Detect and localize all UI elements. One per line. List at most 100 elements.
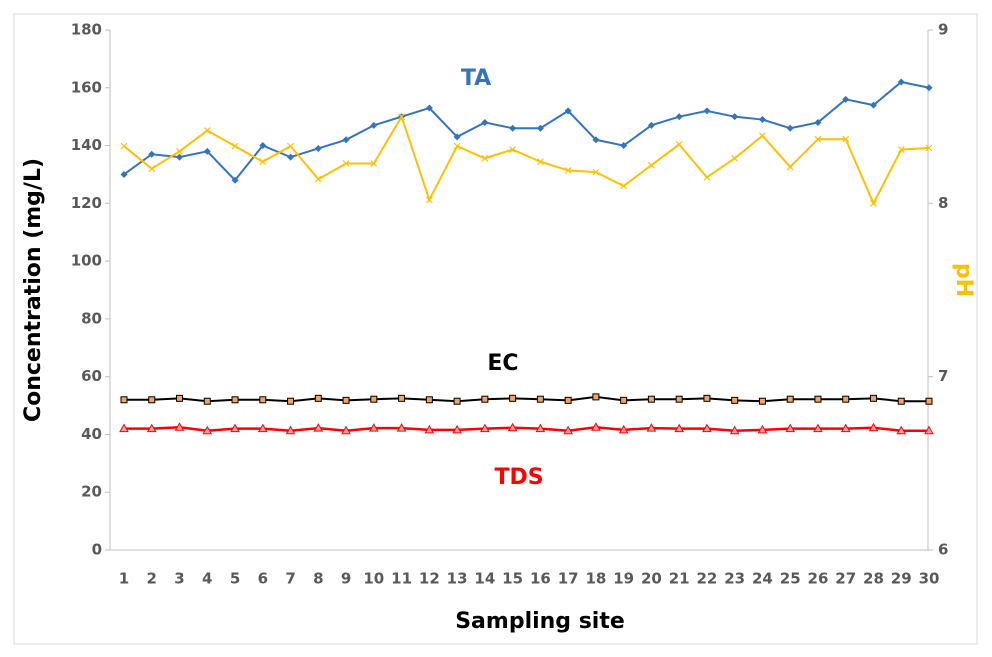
marker <box>897 146 905 154</box>
x-tick-label: 26 <box>808 570 829 588</box>
marker <box>481 154 489 162</box>
marker <box>620 182 628 190</box>
series-label: TDS <box>494 465 543 490</box>
x-tick-label: 12 <box>419 570 440 588</box>
x-tick-label: 17 <box>558 570 579 588</box>
marker <box>425 196 433 204</box>
y2-tick-label: 7 <box>938 367 948 385</box>
y-tick-label: 40 <box>81 425 102 443</box>
series-line <box>123 114 930 206</box>
x-tick-label: 10 <box>363 570 384 588</box>
y2-tick-label: 8 <box>938 194 948 212</box>
marker <box>231 396 239 404</box>
marker <box>618 424 629 434</box>
marker <box>257 423 268 433</box>
marker <box>647 395 655 403</box>
marker <box>564 166 572 174</box>
marker <box>231 142 239 150</box>
marker <box>786 124 794 132</box>
marker <box>620 396 628 404</box>
marker <box>814 395 822 403</box>
marker <box>176 153 184 161</box>
x-tick-label: 6 <box>258 570 268 588</box>
marker <box>840 423 851 433</box>
marker <box>509 394 517 402</box>
y-tick-label: 100 <box>71 252 102 270</box>
marker <box>453 397 461 405</box>
x-tick-label: 8 <box>313 570 323 588</box>
marker <box>592 136 600 144</box>
marker <box>509 124 517 132</box>
marker <box>842 135 850 143</box>
marker <box>453 142 461 150</box>
marker <box>591 422 601 431</box>
marker <box>396 423 407 432</box>
marker <box>314 175 322 183</box>
marker <box>674 423 685 433</box>
x-tick-label: 21 <box>669 570 690 588</box>
marker <box>202 425 213 435</box>
marker <box>646 423 657 432</box>
marker <box>176 147 183 155</box>
x-tick-label: 14 <box>474 570 495 588</box>
marker <box>785 423 796 433</box>
marker <box>231 176 239 184</box>
marker <box>203 127 211 134</box>
marker <box>729 425 740 435</box>
x-tick-label: 9 <box>341 570 351 588</box>
marker <box>259 396 267 404</box>
x-tick-label: 2 <box>147 570 157 588</box>
marker <box>731 113 739 121</box>
marker <box>842 95 850 103</box>
x-tick-label: 7 <box>285 570 295 588</box>
marker <box>868 422 879 432</box>
marker <box>896 425 907 435</box>
marker <box>176 394 184 402</box>
marker <box>120 170 128 178</box>
marker <box>564 396 572 404</box>
marker <box>675 113 683 121</box>
marker <box>703 173 711 181</box>
x-tick-label: 16 <box>530 570 551 588</box>
marker <box>786 163 794 171</box>
marker <box>313 423 324 432</box>
marker <box>592 393 600 401</box>
x-tick-label: 19 <box>613 570 634 588</box>
marker <box>925 144 933 152</box>
y-tick-label: 80 <box>81 309 102 327</box>
marker <box>814 118 822 126</box>
marker <box>453 133 461 141</box>
marker <box>813 423 823 433</box>
marker <box>342 136 350 144</box>
x-axis-title: Sampling site <box>455 609 625 634</box>
marker <box>620 142 628 150</box>
y-tick-label: 60 <box>81 367 102 385</box>
marker <box>424 424 435 434</box>
series-line <box>124 395 929 403</box>
marker <box>314 394 322 402</box>
chart-border <box>13 13 978 645</box>
series-label: EC <box>487 351 518 376</box>
marker <box>370 395 378 403</box>
x-tick-label: 23 <box>724 570 745 588</box>
marker <box>398 394 406 402</box>
marker <box>452 424 462 434</box>
y2-axis-title: pH <box>951 263 976 297</box>
marker <box>203 147 211 155</box>
x-tick-label: 4 <box>202 570 212 588</box>
marker <box>536 158 544 166</box>
marker <box>285 425 296 435</box>
marker <box>259 142 267 150</box>
marker <box>758 116 766 124</box>
y-tick-label: 120 <box>71 194 102 212</box>
marker <box>119 423 129 433</box>
x-tick-label: 20 <box>641 570 662 588</box>
marker <box>925 397 933 405</box>
y-tick-label: 20 <box>81 483 102 501</box>
marker <box>647 121 655 129</box>
marker <box>675 140 683 148</box>
marker <box>148 150 156 158</box>
x-tick-label: 22 <box>696 570 717 588</box>
marker <box>120 396 128 404</box>
